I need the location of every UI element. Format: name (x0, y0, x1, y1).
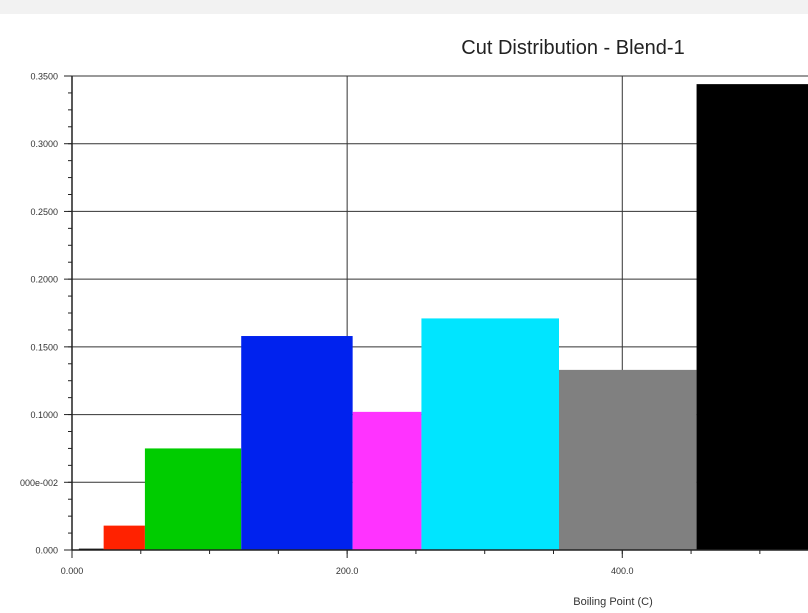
ticks-layer: 0.000 000e-002 0.1000 0.1500 0.2000 0.2500 0.3… (20, 72, 761, 576)
bar-4 (352, 411, 422, 550)
y-tick-label: 0.3000 (30, 139, 58, 149)
chart-title: Cut Distribution - Blend-1 (461, 37, 684, 59)
bar-5 (421, 318, 559, 550)
x-tick-label: 0.000 (61, 566, 84, 576)
y-tick-label: 0.2500 (30, 207, 58, 217)
bar-2 (144, 448, 242, 550)
y-tick-label: 0.3500 (30, 72, 58, 82)
x-tick-label: 200.0 (336, 566, 359, 576)
cut-distribution-chart: Cut Distribution - Blend-1 0.000 000e-002… (20, 37, 808, 608)
bar-3 (241, 336, 353, 550)
bar-1 (103, 525, 145, 550)
x-axis-label: Boiling Point (C) (573, 596, 652, 608)
bar-6 (558, 369, 697, 550)
chart-panel: Cut Distribution - Blend-1 0.000 000e-002… (0, 14, 808, 613)
y-tick-label: 0.1500 (30, 342, 58, 352)
y-tick-label: 0.1000 (30, 410, 58, 420)
window-top-strip (0, 0, 808, 15)
grid-layer (72, 75, 808, 550)
bars-layer (78, 84, 808, 550)
x-tick-label: 400.0 (611, 566, 634, 576)
y-tick-label: 0.000 (35, 546, 58, 556)
y-tick-label: 000e-002 (20, 478, 58, 488)
y-tick-label: 0.2000 (30, 275, 58, 285)
bar-7 (696, 84, 808, 550)
